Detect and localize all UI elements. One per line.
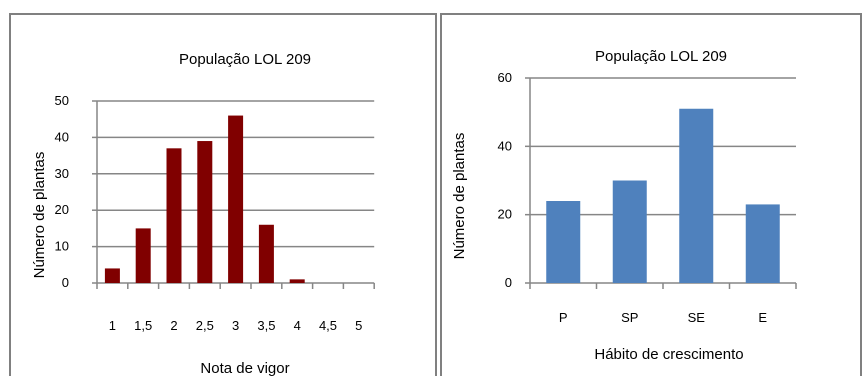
x-tick-label: 3 (232, 318, 239, 333)
y-tick-label: 40 (55, 129, 69, 144)
bar-2 (166, 148, 182, 283)
y-tick-label: 10 (55, 239, 69, 254)
x-tick-label: SE (688, 310, 706, 325)
bar-1 (104, 268, 120, 283)
x-tick-label: 1 (109, 318, 116, 333)
x-tick-label: 2,5 (196, 318, 214, 333)
chart-frame (9, 13, 437, 376)
x-axis-title: Hábito de crescimento (594, 346, 743, 363)
x-tick-label: P (559, 310, 568, 325)
y-tick-label: 0 (505, 275, 512, 290)
x-tick-label: SP (621, 310, 638, 325)
y-tick-label: 30 (55, 166, 69, 181)
y-tick-label: 0 (62, 275, 69, 290)
bar-SE (679, 108, 714, 283)
y-axis-title: Número de plantas (31, 152, 48, 279)
chart-habito-svg: População LOL 209 Número de plantas Hábi… (440, 13, 862, 376)
bar-1,5 (135, 228, 151, 283)
chart-frame (440, 13, 862, 376)
x-tick-label: 4 (294, 318, 301, 333)
x-tick-label: 3,5 (257, 318, 275, 333)
x-tick-label: 1,5 (134, 318, 152, 333)
y-tick-label: 60 (498, 70, 512, 85)
chart-vigor: População LOL 209 Número de plantas Nota… (9, 13, 437, 376)
y-tick-label: 20 (55, 202, 69, 217)
chart-title: População LOL 209 (179, 51, 311, 68)
bar-3,5 (258, 224, 274, 283)
y-tick-label: 20 (498, 207, 512, 222)
x-tick-label: 4,5 (319, 318, 337, 333)
bar-P (546, 201, 581, 283)
chart-title: População LOL 209 (595, 48, 727, 65)
y-axis-title: Número de plantas (451, 133, 468, 260)
bar-2,5 (197, 141, 213, 283)
x-tick-label: 5 (355, 318, 362, 333)
bar-4 (289, 279, 305, 283)
y-tick-label: 50 (55, 93, 69, 108)
y-tick-label: 40 (498, 138, 512, 153)
chart-vigor-svg: População LOL 209 Número de plantas Nota… (9, 13, 437, 376)
x-tick-label: 2 (170, 318, 177, 333)
x-tick-label: E (758, 310, 767, 325)
bar-3 (228, 115, 244, 283)
bar-SP (612, 180, 647, 283)
bar-E (745, 204, 780, 283)
chart-habito: População LOL 209 Número de plantas Hábi… (440, 0, 862, 376)
x-axis-title: Nota de vigor (200, 360, 289, 376)
